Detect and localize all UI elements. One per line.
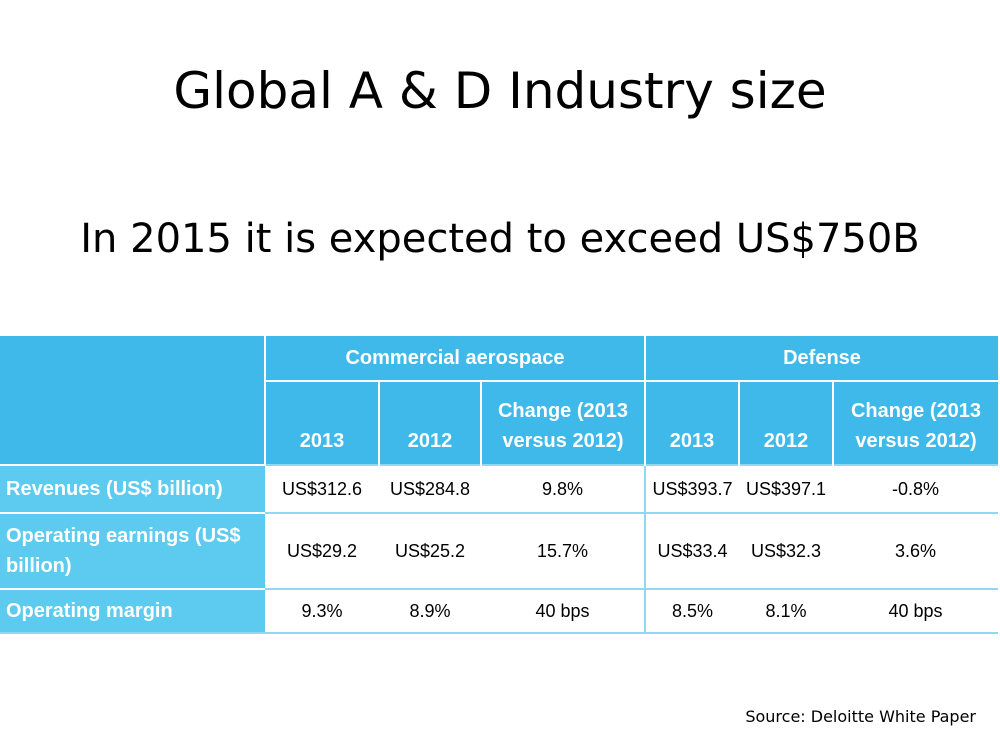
table-cell: 40 bps [833,588,999,634]
table-corner-header [0,336,265,465]
table-cell: -0.8% [833,464,999,513]
source-note: Source: Deloitte White Paper [745,707,976,726]
row-label: Revenues (US$ billion) [0,464,265,513]
table-cell: US$393.7 [644,464,739,513]
table-cell: US$312.6 [265,464,379,513]
column-header: 2013 [644,380,739,465]
table-cell: US$29.2 [265,512,379,589]
column-header: 2012 [378,380,481,465]
column-header: Change (2013 versus 2012) [480,380,645,465]
table-cell: US$32.3 [739,512,833,589]
table-cell: 9.8% [481,464,645,513]
column-header: 2013 [264,380,379,465]
table-cell: 8.9% [379,588,481,634]
table-cell: 40 bps [481,588,645,634]
slide-title: Global A & D Industry size [173,62,827,120]
table-cell: 3.6% [833,512,999,589]
table-cell: US$33.4 [644,512,739,589]
table-cell: 15.7% [481,512,645,589]
table-cell: 9.3% [265,588,379,634]
slide-subtitle: In 2015 it is expected to exceed US$750B [80,216,920,262]
group-header-defense: Defense [643,336,999,381]
table-cell: 8.1% [739,588,833,634]
row-label: Operating margin [0,588,265,634]
table-cell: 8.5% [644,588,739,634]
table-row: Operating margin 9.3% 8.9% 40 bps 8.5% 8… [0,588,999,634]
column-header: Change (2013 versus 2012) [831,380,999,465]
table-row: Operating earnings (US$ billion) US$29.2… [0,512,999,589]
group-header-commercial: Commercial aerospace [264,336,645,381]
table-row: Revenues (US$ billion) US$312.6 US$284.8… [0,464,999,513]
row-label: Operating earnings (US$ billion) [0,512,265,589]
industry-size-table: Commercial aerospace Defense 2013 2012 C… [0,336,999,634]
table-cell: US$397.1 [739,464,833,513]
column-header: 2012 [738,380,833,465]
table-cell: US$25.2 [379,512,481,589]
table-cell: US$284.8 [379,464,481,513]
